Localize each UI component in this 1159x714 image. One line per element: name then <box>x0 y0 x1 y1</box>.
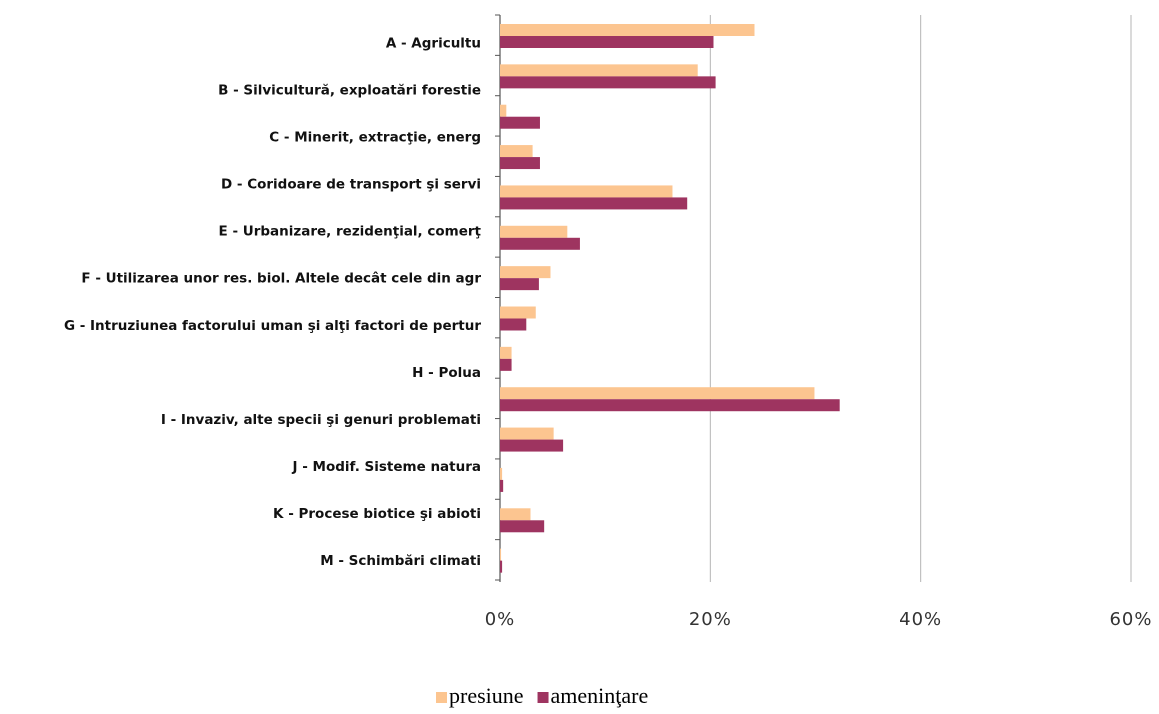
x-tick-label: 0% <box>485 609 516 630</box>
bar <box>500 76 716 89</box>
bar <box>500 157 540 170</box>
category-label: J - Modif. Sisteme natura <box>292 459 481 475</box>
bar <box>500 237 580 250</box>
bar <box>500 266 551 279</box>
category-label: K - Procese biotice şi abioti <box>273 506 481 522</box>
category-label: G - Intruziunea factorului uman şi alţi … <box>64 318 481 334</box>
bar <box>500 104 507 117</box>
bar <box>500 185 673 198</box>
bar <box>500 427 554 440</box>
bar <box>500 145 533 158</box>
category-label: E - Urbanizare, rezidenţial, comerţ <box>219 224 482 240</box>
category-label: B - Silvicultură, exploatări forestie <box>218 82 481 98</box>
bar <box>500 225 568 238</box>
category-label: I - Invaziv, alte specii şi genuri probl… <box>161 412 481 428</box>
bar <box>500 560 503 573</box>
bar <box>500 36 714 48</box>
legend-label: presiune <box>449 683 524 708</box>
bar <box>500 387 815 400</box>
x-tick-label: 60% <box>1109 609 1152 630</box>
bar <box>500 346 512 359</box>
category-label: F - Utilizarea unor res. biol. Altele de… <box>81 271 481 287</box>
bar <box>500 548 502 561</box>
legend-swatch <box>537 692 549 703</box>
bar <box>500 116 540 129</box>
category-label: H - Polua <box>412 365 481 381</box>
bar <box>500 318 527 331</box>
bar <box>500 306 536 319</box>
bar <box>500 64 698 77</box>
bar <box>500 508 531 521</box>
x-tick-label: 40% <box>899 609 942 630</box>
legend-label: ameninţare <box>551 683 649 708</box>
legend-swatch <box>436 692 447 703</box>
bar <box>500 399 840 412</box>
bar <box>500 520 545 533</box>
bar <box>500 479 504 492</box>
bar <box>500 358 512 371</box>
bar <box>500 197 688 210</box>
bar <box>500 278 539 291</box>
category-label: C - Minerit, extracţie, energ <box>269 129 481 145</box>
bar <box>500 439 564 452</box>
x-tick-label: 20% <box>689 609 732 630</box>
bar <box>500 467 503 480</box>
category-label: D - Coridoare de transport şi servi <box>221 177 481 193</box>
category-label: M - Schimbări climati <box>320 553 481 569</box>
category-label: A - Agricultu <box>386 35 481 51</box>
bar <box>500 24 755 36</box>
